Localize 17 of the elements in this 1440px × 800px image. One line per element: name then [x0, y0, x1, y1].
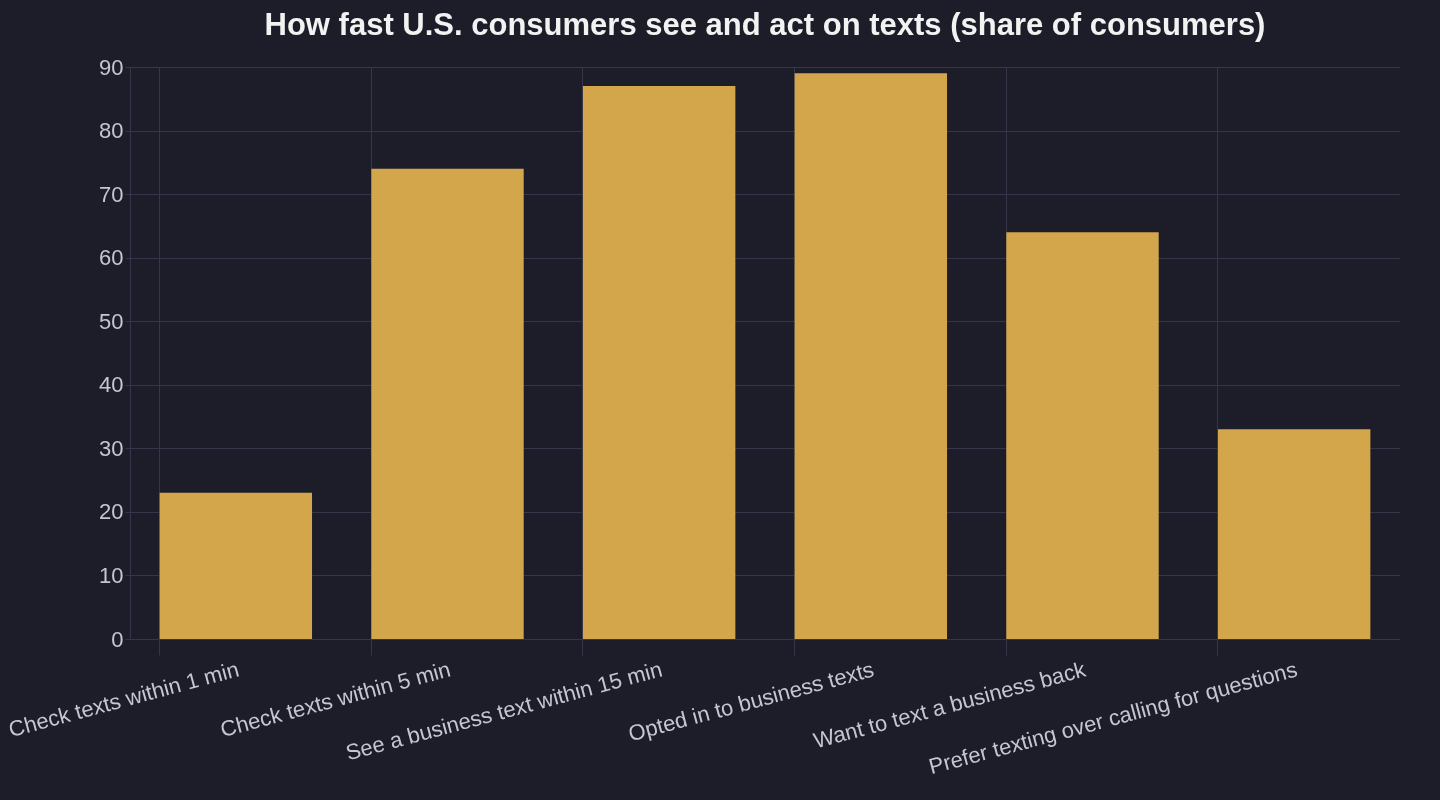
bar [794, 73, 948, 639]
y-tick-label: 30 [99, 435, 124, 461]
y-tick-label: 0 [111, 626, 124, 652]
y-tick-label: 20 [99, 499, 124, 525]
bar [582, 86, 736, 639]
bar [1006, 232, 1159, 639]
y-tick-label: 60 [99, 245, 124, 271]
y-tick-label: 70 [99, 181, 124, 207]
y-tick-label: 40 [99, 372, 124, 398]
bar [159, 492, 313, 639]
bar [1217, 429, 1371, 639]
y-tick-label: 90 [99, 54, 124, 80]
bar [371, 168, 524, 639]
y-tick-label: 10 [99, 562, 124, 588]
chart-title: How fast U.S. consumers see and act on texts (share of consumers) [264, 7, 1266, 42]
y-tick-label: 50 [99, 308, 124, 334]
y-tick-label: 80 [99, 118, 124, 144]
